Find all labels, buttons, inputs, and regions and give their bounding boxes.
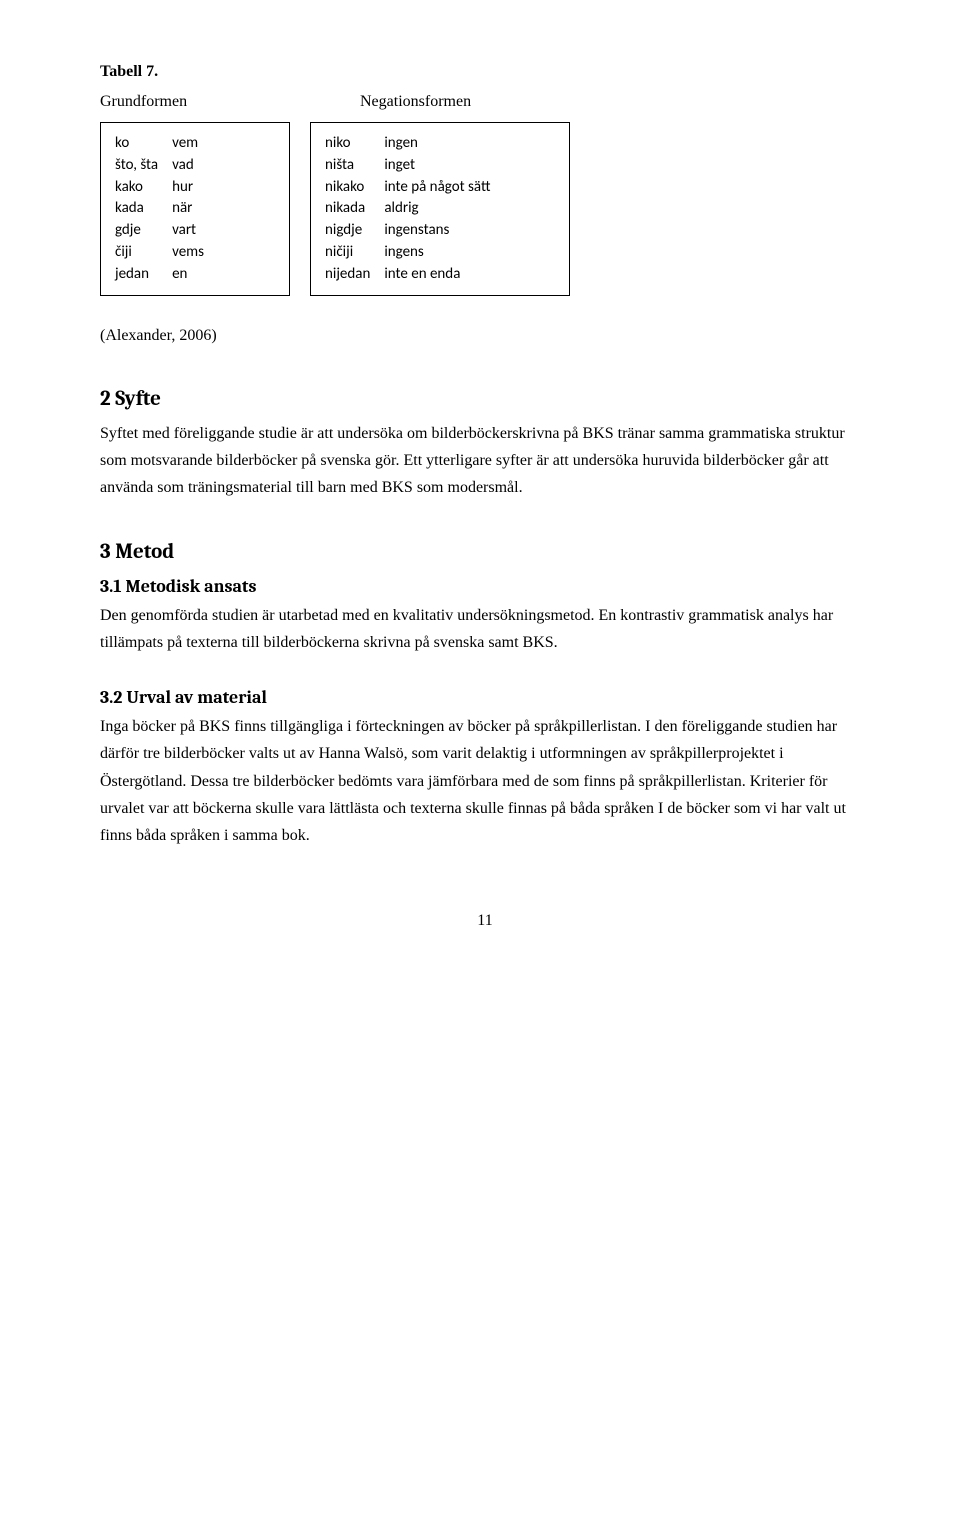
table-row: nikakointe på något sätt: [325, 177, 496, 199]
table-row: kovem: [115, 133, 210, 155]
table-row: jedanen: [115, 264, 210, 286]
table-row: nikadaaldrig: [325, 198, 496, 220]
section-3-1-body: Den genomförda studien är utarbetad med …: [100, 602, 870, 656]
table-row: čijivems: [115, 242, 210, 264]
section-3-1-title: 3.1 Metodisk ansats: [100, 573, 870, 600]
section-3-title: 3 Metod: [100, 537, 870, 569]
section-3-2-body: Inga böcker på BKS finns tillgängliga i …: [100, 713, 870, 849]
table-row: gdjevart: [115, 220, 210, 242]
table-row: ničijiingens: [325, 242, 496, 264]
tables-row: kovem što, štavad kakohur kadanär gdjeva…: [100, 122, 870, 296]
header-left: Grundformen: [100, 90, 280, 114]
table-row: kakohur: [115, 177, 210, 199]
table-negationsformen: nikoingen ništainget nikakointe på något…: [310, 122, 570, 296]
table-caption: Tabell 7.: [100, 60, 870, 84]
table-row: nikoingen: [325, 133, 496, 155]
table-headers-row: Grundformen Negationsformen: [100, 90, 870, 114]
table-row: ništainget: [325, 155, 496, 177]
section-3-2-title: 3.2 Urval av material: [100, 684, 870, 711]
table-row: nijedaninte en enda: [325, 264, 496, 286]
section-2-body: Syftet med föreliggande studie är att un…: [100, 420, 870, 502]
table-row: kadanär: [115, 198, 210, 220]
citation: (Alexander, 2006): [100, 324, 870, 348]
section-2-title: 2 Syfte: [100, 384, 870, 416]
table-grundformen: kovem što, štavad kakohur kadanär gdjeva…: [100, 122, 290, 296]
table-row: nigdjeingenstans: [325, 220, 496, 242]
header-right: Negationsformen: [360, 90, 471, 114]
table-row: što, štavad: [115, 155, 210, 177]
page-number: 11: [100, 909, 870, 933]
